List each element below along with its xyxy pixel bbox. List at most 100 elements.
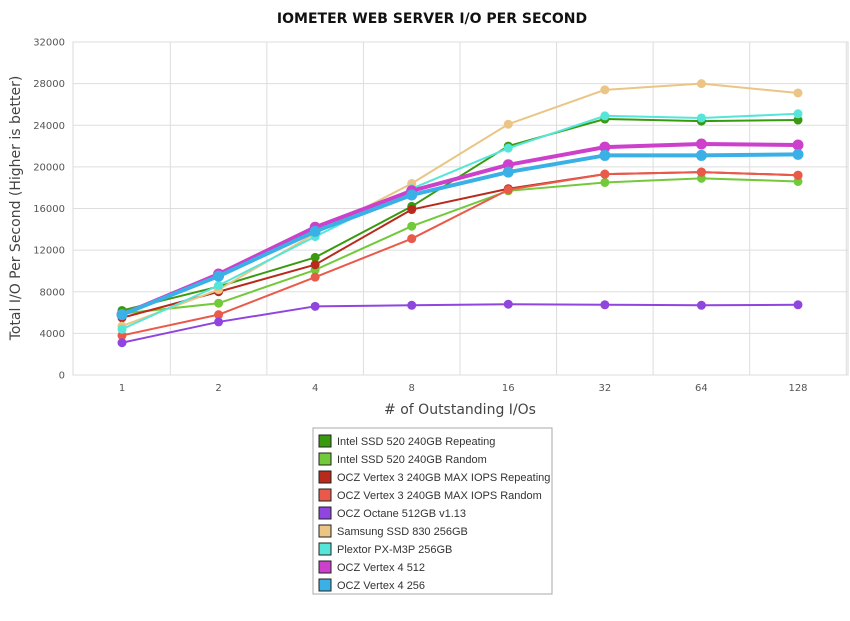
data-point (406, 189, 418, 201)
data-point (407, 300, 417, 310)
legend-label: Intel SSD 520 240GB Random (337, 454, 487, 466)
x-tick-label: 2 (215, 383, 221, 394)
data-point (310, 260, 320, 270)
legend-label: OCZ Octane 512GB v1.13 (337, 508, 466, 520)
series-9 (116, 148, 804, 321)
data-point (696, 79, 706, 89)
data-point (600, 300, 610, 310)
data-point (503, 185, 513, 195)
legend-swatch (318, 560, 332, 574)
data-point (503, 299, 513, 309)
y-tick-label: 32000 (33, 38, 65, 49)
legend-swatch (318, 506, 332, 520)
data-point (117, 324, 127, 334)
series-group (116, 79, 804, 348)
legend-item: Plextor PX-M3P 256GB (318, 542, 452, 556)
data-point (696, 173, 706, 183)
series-line (121, 171, 799, 337)
y-axis-ticks: 0 4000 8000 12000 16000 20000 24000 28000 32000 (33, 38, 65, 382)
series-line (120, 141, 800, 317)
data-point (214, 310, 224, 320)
y-tick-label: 28000 (33, 79, 65, 90)
y-tick-label: 4000 (40, 329, 65, 340)
y-tick-label: 12000 (33, 246, 65, 257)
x-tick-label: 4 (312, 383, 318, 394)
legend-label: OCZ Vertex 3 240GB MAX IOPS Random (337, 490, 542, 502)
data-point (407, 234, 417, 244)
x-axis-ticks: 1 2 4 8 16 32 64 128 (119, 383, 808, 394)
legend-swatch (318, 542, 332, 556)
legend-label: Samsung SSD 830 256GB (337, 526, 468, 538)
data-point (117, 330, 127, 340)
data-point (214, 281, 224, 291)
y-tick-label: 0 (59, 371, 65, 382)
legend-swatch (318, 452, 332, 466)
series-5 (117, 299, 803, 348)
legend-swatch (318, 578, 332, 592)
legend-item: OCZ Octane 512GB v1.13 (318, 506, 466, 520)
x-tick-label: 128 (788, 383, 807, 394)
data-point (214, 298, 224, 308)
legend-item: Intel SSD 520 240GB Random (318, 452, 487, 466)
legend-label: Intel SSD 520 240GB Repeating (337, 436, 495, 448)
data-point (695, 149, 707, 161)
data-point (599, 149, 611, 161)
data-point (792, 148, 804, 160)
legend-item: OCZ Vertex 4 512 (318, 560, 425, 574)
data-point (407, 221, 417, 231)
legend-item: Samsung SSD 830 256GB (318, 524, 468, 538)
series-line (120, 152, 800, 317)
legend-label: OCZ Vertex 4 512 (337, 562, 425, 574)
legend-label: OCZ Vertex 3 240GB MAX IOPS Repeating (337, 472, 550, 484)
data-point (503, 143, 513, 153)
legend-swatch (318, 524, 332, 538)
y-tick-label: 24000 (33, 121, 65, 132)
x-tick-label: 8 (409, 383, 415, 394)
legend-item: Intel SSD 520 240GB Repeating (318, 434, 495, 448)
data-point (309, 225, 321, 237)
data-point (407, 205, 417, 215)
data-point (793, 115, 803, 125)
data-point (599, 141, 611, 153)
data-point (310, 301, 320, 311)
data-point (503, 119, 513, 129)
data-point (793, 176, 803, 186)
series-line (121, 303, 799, 344)
series-line (121, 82, 799, 328)
data-point (213, 270, 225, 282)
series-line (121, 112, 799, 331)
legend-item: OCZ Vertex 3 240GB MAX IOPS Random (318, 488, 542, 502)
data-point (117, 338, 127, 348)
data-point (600, 169, 610, 179)
data-point (600, 177, 610, 187)
legend: Intel SSD 520 240GB Repeating Intel SSD 5… (312, 427, 553, 595)
data-point (793, 88, 803, 98)
y-tick-label: 8000 (40, 287, 65, 298)
y-tick-label: 20000 (33, 162, 65, 173)
data-point (696, 167, 706, 177)
x-tick-label: 1 (119, 383, 125, 394)
data-point (792, 139, 804, 151)
legend-item: OCZ Vertex 4 256 (318, 578, 425, 592)
data-point (502, 166, 514, 178)
data-point (793, 300, 803, 310)
data-point (600, 85, 610, 95)
data-point (696, 300, 706, 310)
data-point (310, 272, 320, 282)
legend-box (312, 427, 553, 595)
x-tick-label: 64 (695, 383, 708, 394)
x-tick-label: 16 (502, 383, 515, 394)
legend-label: OCZ Vertex 4 256 (337, 580, 425, 592)
legend-swatch (318, 470, 332, 484)
y-tick-label: 16000 (33, 204, 65, 215)
series-4 (117, 167, 803, 340)
chart-title: IOMETER WEB SERVER I/O PER SECOND (277, 11, 587, 27)
y-axis-label: Total I/O Per Second (Higher is better) (8, 76, 24, 342)
data-point (214, 317, 224, 327)
data-point (600, 111, 610, 121)
legend-swatch (318, 488, 332, 502)
x-tick-label: 32 (598, 383, 611, 394)
data-point (793, 170, 803, 180)
data-point (116, 309, 128, 321)
legend-label: Plextor PX-M3P 256GB (337, 544, 452, 556)
